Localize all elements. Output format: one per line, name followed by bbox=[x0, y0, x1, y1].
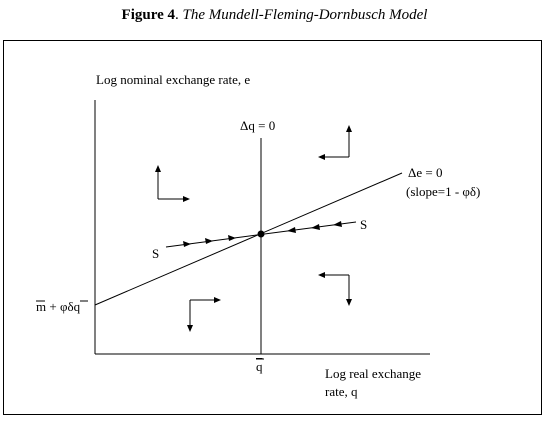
caption-separator: . bbox=[175, 7, 183, 23]
figure-title: The Mundell-Fleming-Dornbusch Model bbox=[182, 7, 428, 23]
de-zero-label: Δe = 0 bbox=[408, 165, 442, 180]
intercept-label: m + φδq bbox=[36, 299, 81, 314]
x-axis-label-line1: Log real exchange bbox=[325, 366, 421, 381]
saddle-arrowhead bbox=[287, 227, 296, 233]
equilibrium-point bbox=[257, 230, 265, 238]
saddle-arrows-left bbox=[183, 235, 236, 247]
saddle-arrowhead bbox=[183, 241, 191, 247]
arrow-up-left-icon bbox=[318, 125, 352, 160]
saddle-arrowhead bbox=[228, 235, 236, 241]
q-bar-label: q bbox=[256, 359, 263, 374]
figure-frame bbox=[3, 40, 542, 415]
y-axis-label: Log nominal exchange rate, e bbox=[96, 72, 250, 87]
saddle-arrows-right bbox=[287, 221, 342, 233]
x-axis-label-line2: rate, q bbox=[325, 384, 358, 399]
arrow-down-left-icon bbox=[318, 272, 352, 306]
saddle-arrowhead bbox=[311, 224, 320, 230]
figure-caption: Figure 4. The Mundell-Fleming-Dornbusch … bbox=[0, 7, 549, 24]
saddle-label-left: S bbox=[152, 246, 159, 261]
arrow-up-right-icon bbox=[155, 165, 190, 202]
arrow-down-right-icon bbox=[187, 297, 221, 332]
saddle-arrowhead bbox=[333, 221, 342, 227]
slope-label: (slope=1 - φδ) bbox=[406, 184, 480, 199]
de-zero-line bbox=[94, 172, 403, 306]
saddle-label-right: S bbox=[360, 217, 367, 232]
figure-label: Figure 4 bbox=[121, 7, 175, 23]
dq-zero-label: Δq = 0 bbox=[240, 118, 275, 133]
saddle-arrowhead bbox=[205, 238, 213, 244]
